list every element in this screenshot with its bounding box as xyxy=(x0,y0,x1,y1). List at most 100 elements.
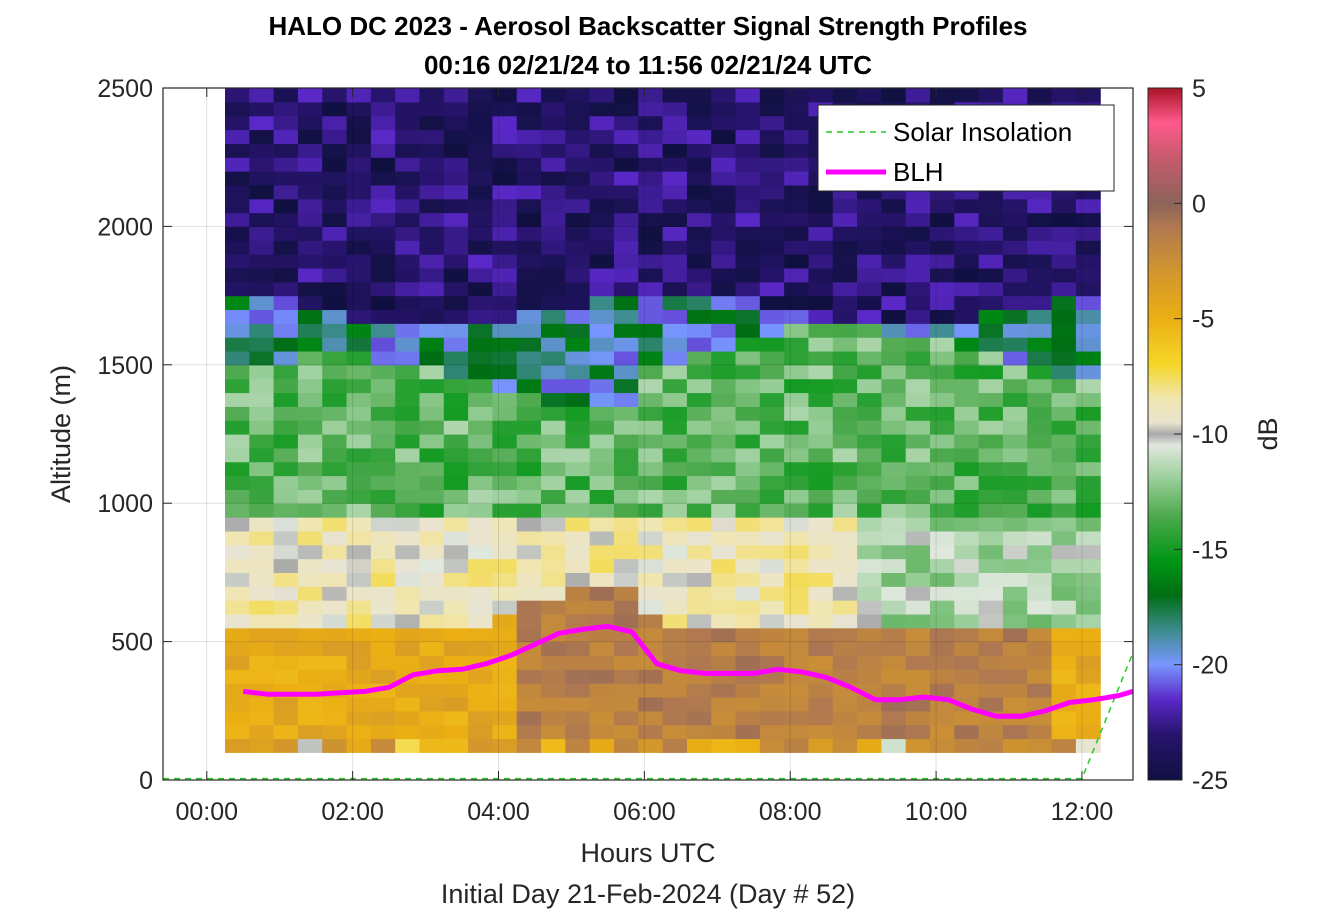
heatmap-cell xyxy=(589,572,615,587)
heatmap-cell xyxy=(516,337,542,352)
heatmap-cell xyxy=(273,600,299,615)
heatmap-cell xyxy=(808,710,834,726)
heatmap-cell xyxy=(589,254,615,269)
heatmap-cell xyxy=(613,88,639,103)
heatmap-cell xyxy=(589,157,615,172)
heatmap-cell xyxy=(784,503,810,518)
heatmap-cell xyxy=(468,129,494,144)
heatmap-cell xyxy=(978,586,1004,601)
heatmap-cell xyxy=(1027,420,1053,435)
heatmap-cell xyxy=(516,683,542,698)
heatmap-cell xyxy=(541,198,566,214)
heatmap-cell xyxy=(978,489,1004,504)
heatmap-cell xyxy=(468,240,494,255)
heatmap-cell xyxy=(565,350,591,366)
heatmap-cell xyxy=(419,323,445,338)
heatmap-cell xyxy=(662,309,688,324)
heatmap-cell xyxy=(589,544,615,560)
heatmap-cell xyxy=(443,738,469,753)
heatmap-cell xyxy=(954,406,980,421)
heatmap-cell xyxy=(930,558,955,573)
heatmap-cell xyxy=(978,420,1004,435)
heatmap-cell xyxy=(905,503,931,518)
heatmap-cell xyxy=(589,517,615,532)
heatmap-cell xyxy=(857,475,882,490)
heatmap-cell xyxy=(686,586,712,601)
x-axis-label: Hours UTC xyxy=(580,838,715,868)
heatmap-cell xyxy=(565,461,591,477)
heatmap-cell xyxy=(224,558,250,573)
heatmap-cell xyxy=(808,738,834,753)
heatmap-cell xyxy=(784,212,810,227)
heatmap-cell xyxy=(1051,669,1077,684)
heatmap-cell xyxy=(686,254,712,269)
heatmap-cell xyxy=(1027,350,1053,366)
heatmap-cell xyxy=(443,600,469,615)
heatmap-cell xyxy=(638,88,664,103)
heatmap-cell xyxy=(224,586,250,601)
heatmap-cell xyxy=(954,475,980,490)
heatmap-cell xyxy=(541,517,566,532)
heatmap-cell xyxy=(468,420,494,435)
heatmap-cell xyxy=(224,738,250,753)
heatmap-cell xyxy=(978,696,1004,712)
heatmap-cell xyxy=(297,544,323,560)
heatmap-cell xyxy=(711,558,737,573)
heatmap-cell xyxy=(395,281,421,297)
heatmap-cell xyxy=(370,254,396,269)
heatmap-cell xyxy=(443,683,469,698)
heatmap-cell xyxy=(978,447,1004,463)
heatmap-cell xyxy=(419,586,445,601)
heatmap-cell xyxy=(468,613,494,629)
heatmap-cell xyxy=(857,309,882,324)
heatmap-cell xyxy=(224,115,250,131)
heatmap-cell xyxy=(443,267,469,283)
heatmap-cell xyxy=(638,683,664,698)
heatmap-cell xyxy=(1027,600,1053,615)
heatmap-cell xyxy=(978,655,1004,670)
heatmap-cell xyxy=(346,281,372,297)
heatmap-cell xyxy=(224,309,250,324)
heatmap-cell xyxy=(541,461,566,477)
heatmap-cell xyxy=(832,434,858,449)
heatmap-cell xyxy=(249,157,275,172)
heatmap-cell xyxy=(346,364,372,380)
heatmap-cell xyxy=(589,143,615,158)
heatmap-cell xyxy=(395,655,421,670)
heatmap-cell xyxy=(273,129,299,144)
heatmap-cell xyxy=(224,198,250,214)
heatmap-cell xyxy=(1051,240,1077,255)
heatmap-cell xyxy=(541,267,566,283)
heatmap-cell xyxy=(1075,655,1101,670)
heatmap-cell xyxy=(419,475,445,490)
heatmap-cell xyxy=(857,710,882,726)
heatmap-cell xyxy=(686,392,712,407)
heatmap-cell xyxy=(492,240,518,255)
heatmap-cell xyxy=(711,530,737,546)
heatmap-cell xyxy=(1075,710,1101,726)
heatmap-cell xyxy=(516,88,542,103)
heatmap-cell xyxy=(322,226,348,241)
heatmap-cell xyxy=(346,184,372,200)
heatmap-cell xyxy=(565,544,591,560)
heatmap-cell xyxy=(589,171,615,186)
heatmap-cell xyxy=(322,503,348,518)
heatmap-cell xyxy=(224,226,250,241)
heatmap-cell xyxy=(954,337,980,352)
y-tick-label: 2000 xyxy=(97,213,153,241)
heatmap-cell xyxy=(832,447,858,463)
heatmap-cell xyxy=(1051,434,1077,449)
heatmap-cell xyxy=(370,530,396,546)
heatmap-cell xyxy=(881,655,907,670)
heatmap-cell xyxy=(443,696,469,712)
heatmap-cell xyxy=(565,475,591,490)
heatmap-cell xyxy=(711,572,737,587)
heatmap-cell xyxy=(565,710,591,726)
heatmap-cell xyxy=(954,309,980,324)
heatmap-cell xyxy=(516,447,542,463)
colorbar-tick-label: -5 xyxy=(1192,306,1214,334)
heatmap-cell xyxy=(516,655,542,670)
heatmap-cell xyxy=(516,572,542,587)
heatmap-cell xyxy=(638,171,664,186)
heatmap-cell xyxy=(395,323,421,338)
